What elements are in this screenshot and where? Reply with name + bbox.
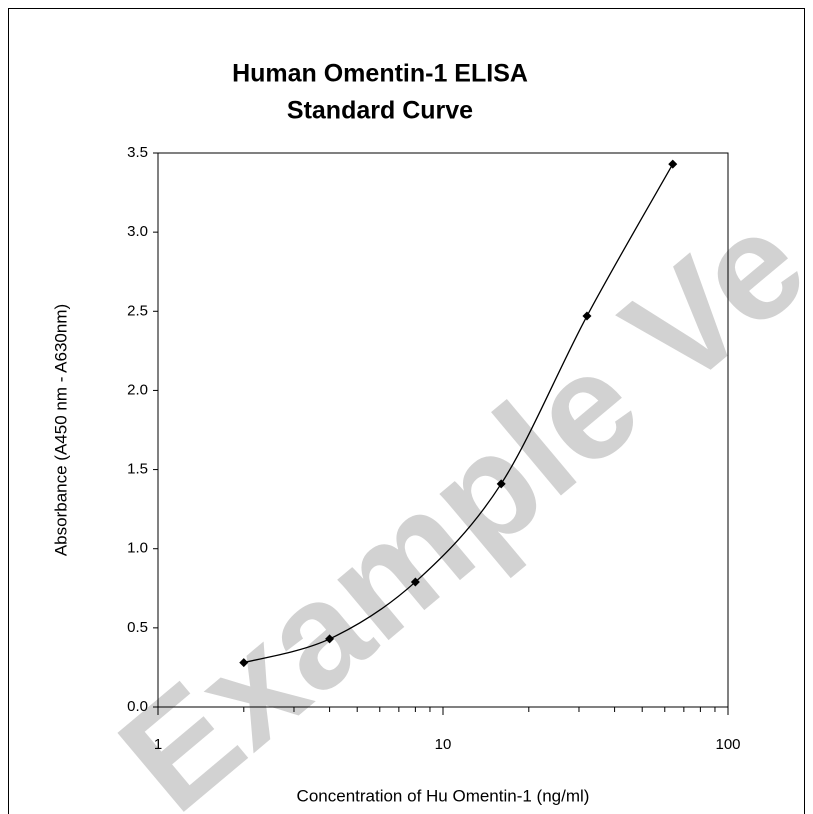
y-tick-label: 3.0: [127, 223, 148, 240]
x-tick-label: 1: [154, 736, 162, 753]
frame: [8, 8, 805, 814]
watermark: Example Ve: [89, 178, 813, 814]
marker: [668, 159, 678, 169]
chart-title: Human Omentin-1 ELISA: [232, 60, 528, 88]
y-tick-label: 1.0: [127, 540, 148, 557]
y-tick-label: 3.5: [127, 144, 148, 161]
x-tick-label: 100: [715, 736, 740, 753]
y-tick-label: 0.0: [127, 698, 148, 715]
y-tick-label: 0.5: [127, 619, 148, 636]
marker: [239, 658, 249, 668]
marker: [325, 634, 335, 644]
chart-title: Standard Curve: [287, 97, 473, 125]
y-tick-label: 2.0: [127, 381, 148, 398]
y-tick-label: 2.5: [127, 302, 148, 319]
y-axis-label: Absorbance (A450 nm - A630nm): [51, 304, 70, 556]
y-tick-label: 1.5: [127, 461, 148, 478]
marker: [582, 311, 592, 321]
marker: [496, 479, 506, 489]
x-axis-label: Concentration of Hu Omentin-1 (ng/ml): [297, 786, 590, 805]
x-tick-label: 10: [435, 736, 452, 753]
plot-frame: [158, 152, 729, 707]
marker: [410, 577, 420, 587]
